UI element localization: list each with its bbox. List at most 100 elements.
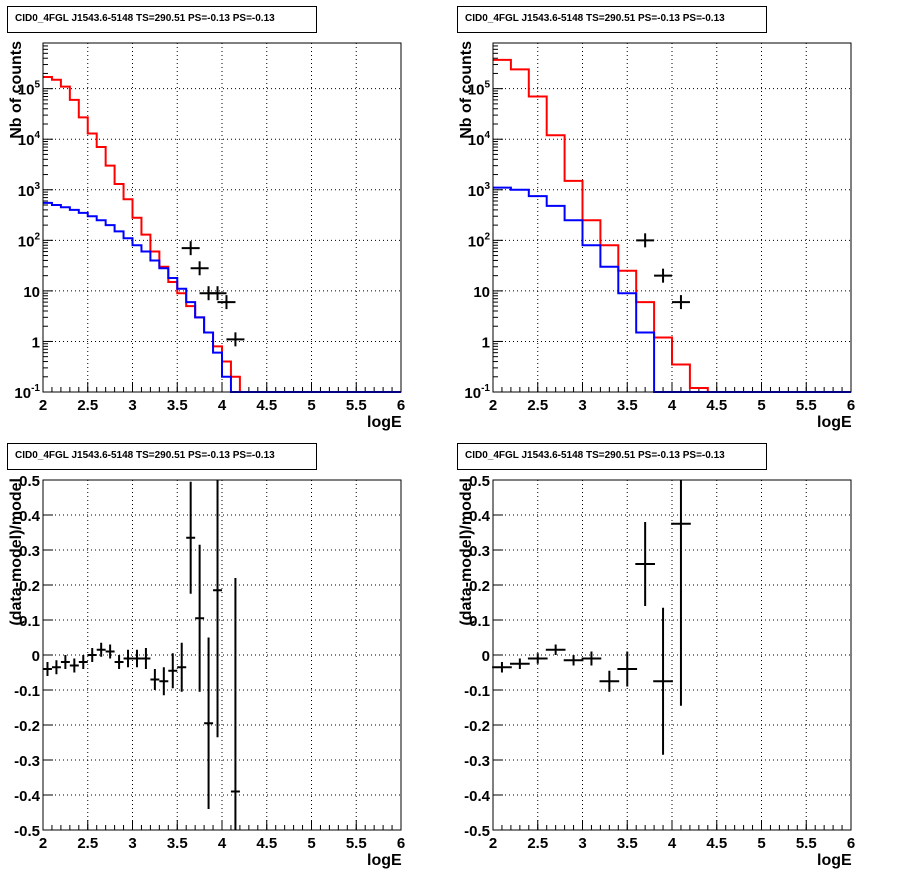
x-axis-label: logE: [817, 852, 852, 869]
x-tick-label: 6: [847, 397, 855, 414]
histogram-series: [43, 76, 401, 393]
residual-point: [581, 651, 602, 666]
x-tick-label: 2.5: [527, 835, 548, 852]
residual-point: [168, 653, 178, 689]
x-tick-label: 3: [128, 835, 136, 852]
panel-title: CID0_4FGL J1543.6-5148 TS=290.51 PS=-0.1…: [457, 443, 767, 470]
data-point: [190, 261, 209, 276]
panel-title: CID0_4FGL J1543.6-5148 TS=290.51 PS=-0.1…: [457, 6, 767, 33]
residual-point: [635, 522, 655, 606]
residual-point: [492, 662, 512, 673]
residual-point: [186, 481, 196, 594]
data-point: [671, 295, 690, 310]
x-tick-label: 4: [668, 835, 677, 852]
residual-point: [671, 480, 691, 706]
data-point: [181, 241, 200, 256]
x-tick-label: 6: [847, 835, 855, 852]
x-tick-label: 3: [578, 397, 586, 414]
plot-frame: [42, 479, 402, 831]
residual-point: [123, 649, 133, 668]
x-tick-label: 5.5: [796, 835, 817, 852]
residual-point: [87, 648, 97, 662]
residual-point: [159, 667, 169, 696]
x-tick-label: 4.5: [706, 397, 727, 414]
y-tick-label: 0: [32, 648, 40, 665]
x-tick-label: 3.5: [617, 397, 638, 414]
y-axis-label: Nb of counts: [458, 41, 475, 139]
y-tick-label: 0.5: [19, 473, 40, 490]
y-tick-label: -0.2: [14, 718, 40, 735]
y-tick-label: 0.2: [469, 578, 490, 595]
y-tick-label: -0.5: [464, 823, 490, 840]
residual-point: [563, 655, 584, 666]
data-point: [217, 295, 236, 310]
x-tick-label: 2.5: [77, 835, 98, 852]
y-tick-label: 0.4: [469, 508, 491, 525]
residual-point: [599, 670, 620, 692]
x-tick-label: 5: [757, 835, 765, 852]
residual-point: [177, 642, 187, 692]
y-axis-label: (data-model)/model: [458, 478, 475, 626]
y-tick-label: 0: [482, 648, 490, 665]
x-tick-label: 5.5: [346, 397, 367, 414]
y-tick-label: 104: [468, 130, 491, 149]
x-tick-label: 3: [578, 835, 586, 852]
x-tick-label: 3: [128, 397, 136, 414]
residual-point: [132, 649, 142, 668]
x-tick-label: 2.5: [527, 397, 548, 414]
residual-point: [213, 480, 222, 738]
x-tick-label: 4: [218, 397, 227, 414]
y-tick-label: 103: [468, 181, 491, 200]
y-tick-label: 102: [468, 231, 491, 250]
plot-frame: [492, 42, 852, 393]
y-tick-label: 102: [18, 231, 41, 250]
x-tick-label: 4.5: [256, 397, 277, 414]
residual-point: [653, 607, 673, 755]
x-axis-label: logE: [817, 414, 852, 431]
y-tick-label: 10-1: [14, 383, 40, 402]
residual-point: [545, 644, 566, 655]
y-axis-label: Nb of counts: [8, 41, 25, 139]
x-tick-label: 5: [307, 835, 315, 852]
x-tick-label: 2: [39, 835, 47, 852]
y-tick-label: 0.2: [19, 578, 40, 595]
y-tick-label: 0.1: [19, 613, 40, 630]
residual-point: [510, 658, 530, 669]
data-point: [654, 268, 673, 283]
y-tick-label: -0.2: [464, 718, 490, 735]
y-tick-label: 1: [482, 334, 490, 351]
residual-point: [96, 642, 106, 657]
x-tick-label: 4.5: [256, 835, 277, 852]
y-tick-label: 10-1: [464, 383, 490, 402]
y-tick-label: 105: [468, 80, 491, 99]
y-tick-label: 10: [23, 284, 40, 301]
x-tick-label: 4: [668, 397, 677, 414]
residual-point: [150, 669, 160, 690]
y-tick-label: 0.4: [19, 508, 41, 525]
x-axis-label: logE: [367, 852, 402, 869]
x-tick-label: 3.5: [617, 835, 638, 852]
x-tick-label: 5: [757, 397, 765, 414]
y-tick-label: 103: [18, 181, 41, 200]
residual-point: [230, 578, 240, 830]
y-tick-label: -0.4: [464, 788, 491, 805]
residual-point: [204, 637, 214, 809]
x-tick-label: 4: [218, 835, 227, 852]
x-tick-label: 5.5: [796, 397, 817, 414]
histogram-series: [493, 58, 851, 393]
y-tick-label: -0.5: [14, 823, 40, 840]
panel-title: CID0_4FGL J1543.6-5148 TS=290.51 PS=-0.1…: [7, 6, 317, 33]
y-tick-label: 10: [473, 284, 490, 301]
y-tick-label: -0.3: [464, 753, 490, 770]
plot-frame: [492, 479, 852, 831]
x-tick-label: 5.5: [346, 835, 367, 852]
x-tick-label: 2.5: [77, 397, 98, 414]
residual-point: [69, 658, 79, 673]
y-tick-label: -0.4: [14, 788, 41, 805]
y-tick-label: -0.1: [14, 683, 40, 700]
y-tick-label: -0.3: [14, 753, 40, 770]
residual-point: [617, 651, 638, 687]
residual-point: [195, 544, 205, 692]
x-tick-label: 6: [397, 397, 405, 414]
